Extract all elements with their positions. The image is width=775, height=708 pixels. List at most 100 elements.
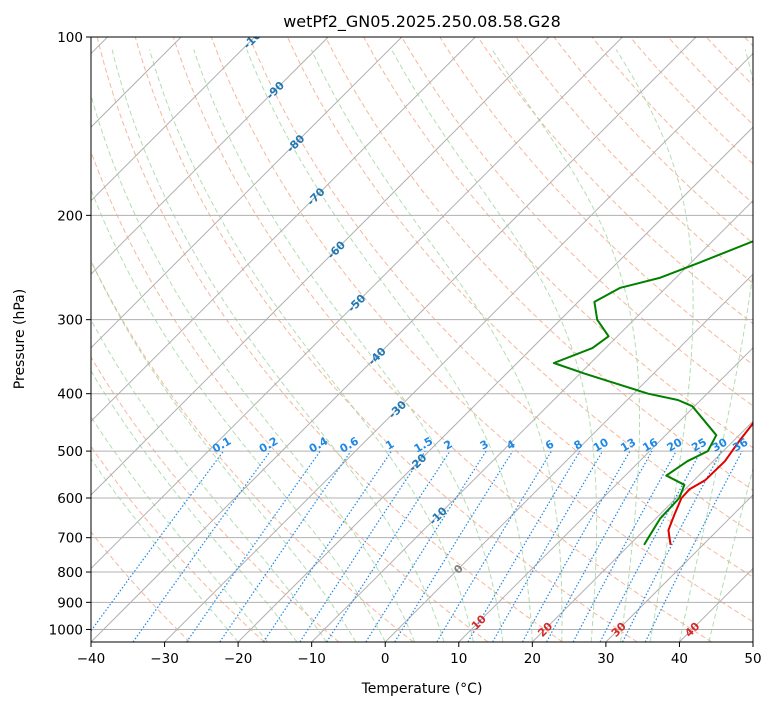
y-tick-label: 1000 <box>49 622 83 638</box>
dry-adiabat <box>744 37 753 47</box>
dry-adiabat <box>91 150 489 642</box>
y-tick-label: 300 <box>57 313 83 329</box>
isotherm <box>237 126 753 642</box>
pressure-gridlines <box>91 37 753 630</box>
dry-adiabat <box>477 37 753 325</box>
isotherm-label: 40 <box>682 620 702 640</box>
moist-adiabat <box>491 49 640 642</box>
moist-adiabat <box>391 49 598 642</box>
isotherm-label: -50 <box>345 292 368 315</box>
mixing-ratio-label: 0.4 <box>307 434 331 455</box>
mixing-ratio-label: 20 <box>665 435 685 454</box>
dry-adiabat <box>705 37 753 86</box>
moist-adiabat <box>149 49 474 642</box>
dewpoint-line <box>552 240 753 546</box>
mixing-ratio-line <box>365 450 487 642</box>
mixing-ratio-line <box>599 450 702 642</box>
isotherm <box>91 37 476 423</box>
moist-adiabat <box>91 93 416 642</box>
dry-adiabat <box>172 37 713 642</box>
mixing-ratio-line <box>299 450 426 642</box>
dry-adiabat <box>667 37 753 126</box>
isotherm <box>91 37 550 496</box>
mixing-ratio-label: 6 <box>543 437 556 452</box>
isotherm <box>531 420 753 642</box>
y-tick-label: 200 <box>57 208 83 224</box>
y-tick-label: 700 <box>57 531 83 547</box>
moist-adiabat <box>708 466 753 642</box>
dry-adiabat <box>210 37 753 623</box>
moist-adiabat <box>310 49 563 642</box>
mixing-ratio-label: 36 <box>730 435 750 454</box>
isotherm <box>384 273 753 642</box>
dry-adiabat <box>91 445 265 642</box>
y-tick-label: 100 <box>57 30 83 46</box>
mixing-ratio-line <box>394 450 514 642</box>
y-axis: 100 200 300 400 500 600 700 800 900 1000 <box>49 30 91 638</box>
isotherm <box>679 567 753 642</box>
mixing-ratio-line <box>436 450 553 642</box>
y-tick-label: 400 <box>57 387 83 403</box>
mixing-ratio-label: 1.5 <box>412 435 435 456</box>
dry-adiabat <box>91 356 340 642</box>
mixing-ratio-line <box>326 450 451 642</box>
dry-adiabat <box>91 259 414 642</box>
moist-adiabat <box>91 369 298 642</box>
mixing-ratio-line <box>622 450 722 642</box>
dry-adiabat <box>553 37 753 244</box>
moist-adiabat <box>111 49 445 642</box>
isotherm <box>458 347 753 642</box>
mixing-ratio-line <box>219 450 352 642</box>
dry-adiabat <box>363 37 753 449</box>
moist-adiabat <box>678 49 753 642</box>
moist-adiabat <box>91 188 386 642</box>
mixing-ratio-lines <box>91 450 743 642</box>
isotherm <box>752 641 753 642</box>
x-axis: −40 −30 −20 −10 0 10 20 30 40 50 <box>77 642 762 667</box>
dry-adiabat <box>248 37 753 578</box>
x-tick-label: 20 <box>524 651 541 667</box>
mixing-ratio-line <box>644 450 743 642</box>
x-tick-label: 0 <box>381 651 390 667</box>
plot-area: 0.1 0.2 0.4 0.6 1 1.5 2 3 4 6 8 10 13 16 20 25 30 36-100-… <box>91 37 753 642</box>
mixing-ratio-label: 30 <box>710 435 730 454</box>
x-tick-label: 50 <box>744 651 761 667</box>
isotherm <box>605 494 753 642</box>
dry-adiabat <box>401 37 753 407</box>
y-tick-label: 500 <box>57 444 83 460</box>
x-tick-label: 40 <box>671 651 688 667</box>
isotherm <box>164 52 753 642</box>
mixing-ratio-label: 0.6 <box>338 434 362 455</box>
isotherm <box>311 199 753 642</box>
mixing-ratio-line <box>91 450 224 632</box>
x-tick-label: 30 <box>597 651 614 667</box>
isotherm <box>91 37 329 275</box>
mixing-ratio-line <box>262 450 392 642</box>
mixing-ratio-label: 10 <box>591 435 611 454</box>
dry-adiabat <box>515 37 753 284</box>
mixing-ratio-line <box>521 450 631 642</box>
isotherms <box>91 37 753 642</box>
profile-lines <box>552 240 753 546</box>
mixing-ratio-label: 16 <box>640 435 660 454</box>
isotherm-label: -30 <box>386 398 409 421</box>
dry-adiabat <box>96 37 563 642</box>
mixing-ratio-line <box>467 450 581 642</box>
moist-adiabat <box>246 49 533 642</box>
mixing-ratio-line <box>546 450 653 642</box>
y-axis-label: Pressure (hPa) <box>12 289 28 389</box>
mixing-ratio-line <box>572 450 677 642</box>
x-tick-label: −30 <box>150 651 179 667</box>
temperature-line <box>667 420 753 546</box>
y-tick-label: 800 <box>57 565 83 581</box>
dry-adiabat <box>134 37 638 642</box>
x-tick-label: −40 <box>77 651 106 667</box>
mixing-ratio-label: 2 <box>442 438 455 453</box>
isotherm-label: 20 <box>535 620 555 640</box>
isotherm <box>91 37 256 202</box>
mixing-ratio-line <box>132 450 271 642</box>
mixing-ratio-label: 0.1 <box>210 435 233 456</box>
isotherm <box>91 37 623 570</box>
dry-adiabat <box>287 37 753 534</box>
